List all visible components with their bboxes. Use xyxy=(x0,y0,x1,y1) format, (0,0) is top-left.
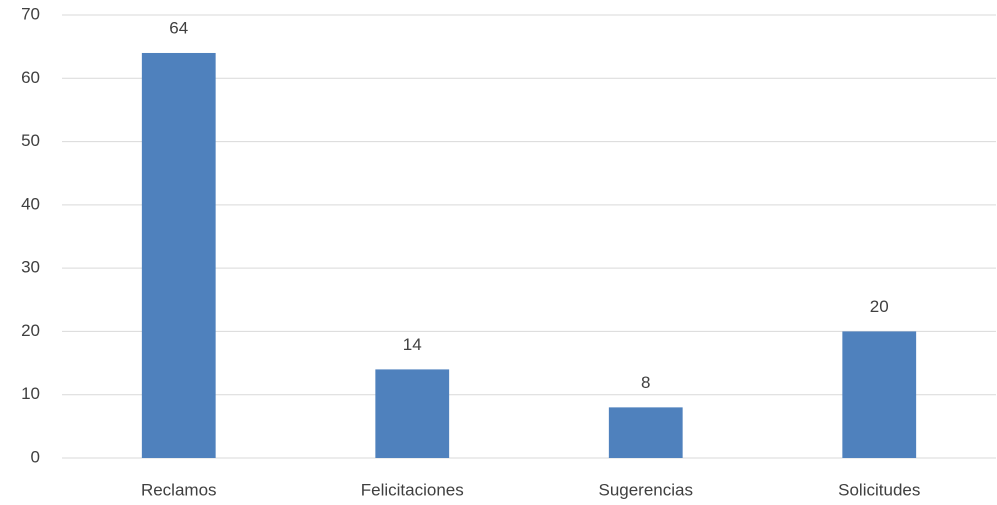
y-tick-label: 20 xyxy=(21,321,40,340)
x-tick-label: Sugerencias xyxy=(598,480,693,499)
y-tick-label: 30 xyxy=(21,258,40,277)
data-label: 64 xyxy=(169,18,188,37)
data-label: 14 xyxy=(403,335,422,354)
y-tick-label: 50 xyxy=(21,131,40,150)
y-tick-label: 60 xyxy=(21,68,40,87)
data-label: 8 xyxy=(641,373,650,392)
data-label: 20 xyxy=(870,297,889,316)
x-tick-label: Reclamos xyxy=(141,480,217,499)
y-tick-label: 0 xyxy=(31,447,40,466)
x-tick-label: Felicitaciones xyxy=(361,480,464,499)
x-tick-label: Solicitudes xyxy=(838,480,920,499)
bar xyxy=(375,369,450,458)
y-tick-label: 40 xyxy=(21,194,40,213)
bar xyxy=(608,407,683,458)
bar xyxy=(842,331,917,458)
y-tick-label: 10 xyxy=(21,384,40,403)
bar xyxy=(141,52,216,458)
y-tick-label: 70 xyxy=(21,4,40,23)
